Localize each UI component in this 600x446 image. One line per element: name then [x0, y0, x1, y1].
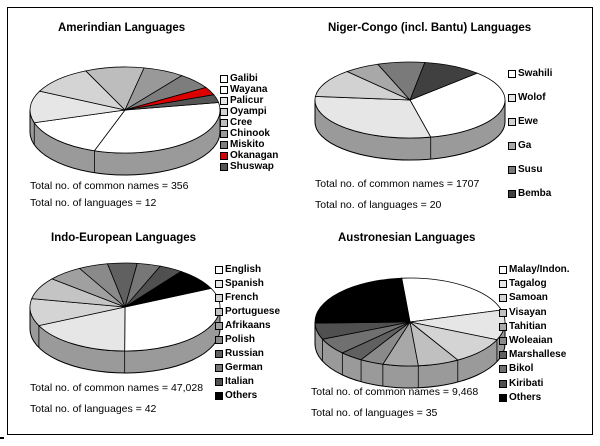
- legend-swatch: [215, 280, 223, 288]
- chart-title: Austronesian Languages: [338, 232, 476, 244]
- legend-swatch: [220, 130, 228, 138]
- legend-label: Others: [225, 390, 258, 401]
- legend-swatch: [215, 350, 223, 358]
- pie-slice-swahili: [409, 72, 506, 138]
- legend-label: Bemba: [518, 188, 552, 199]
- legend-label: Oyampi: [230, 106, 267, 117]
- legend-label: Russian: [225, 348, 264, 359]
- legend-label: Okanagan: [230, 150, 279, 161]
- legend-label: Cree: [230, 117, 253, 128]
- legend-label: Polish: [225, 334, 256, 345]
- legend-swatch: [499, 379, 507, 388]
- legend-label: German: [225, 362, 263, 373]
- legend-swatch: [215, 294, 223, 302]
- legend-swatch: [215, 308, 223, 316]
- legend-swatch: [508, 118, 516, 126]
- legend-swatch: [499, 266, 507, 274]
- legend-swatch: [499, 336, 507, 345]
- stat-languages: Total no. of languages = 35: [311, 407, 438, 419]
- legend-label: Kiribati: [509, 377, 544, 389]
- legend-swatch: [508, 190, 516, 198]
- legend-label: Others: [509, 391, 542, 403]
- pie-slice-malay-indon-: [401, 277, 503, 323]
- stat-common-names: Total no. of common names = 9,468: [311, 386, 479, 398]
- pie-slice-shuswap: [124, 94, 220, 111]
- legend-swatch: [215, 364, 223, 372]
- legend-swatch: [215, 322, 223, 330]
- figure-frame: [7, 7, 593, 435]
- legend-label: Palicur: [230, 95, 264, 106]
- legend-label: Woleaian: [509, 334, 553, 346]
- legend-label: Ewe: [518, 116, 539, 127]
- pie-slice-bemba: [409, 62, 479, 101]
- legend-swatch: [499, 308, 507, 317]
- pie-slice-galibi: [93, 102, 221, 154]
- legend-label: Portuguese: [225, 306, 281, 317]
- legend-label: English: [225, 264, 262, 275]
- legend-label: Malay/Indon.: [509, 264, 570, 275]
- legend-label: Afrikaans: [225, 320, 271, 331]
- pie-slice-wolof: [314, 96, 432, 139]
- legend-swatch: [220, 108, 228, 116]
- stat-languages: Total no. of languages = 42: [30, 403, 157, 415]
- pie-slice-wayana: [33, 109, 126, 152]
- legend-label: Tagalog: [509, 278, 547, 290]
- legend-swatch: [508, 142, 516, 150]
- stat-common-names: Total no. of common names = 1707: [315, 178, 480, 190]
- pie-slice-ewe: [314, 71, 411, 101]
- legend-label: Swahili: [518, 68, 553, 79]
- legend-label: Visayan: [509, 306, 547, 318]
- legend-swatch: [220, 86, 228, 94]
- legend-label: Shuswap: [230, 161, 274, 172]
- legend-label: French: [225, 292, 259, 303]
- legend-label: Samoan: [509, 292, 548, 304]
- chart-title: Niger-Congo (incl. Bantu) Languages: [328, 22, 532, 34]
- legend-label: Marshallese: [509, 349, 567, 361]
- legend-swatch: [508, 94, 516, 102]
- legend-label: Wayana: [230, 84, 268, 95]
- legend-label: Wolof: [518, 92, 546, 103]
- pie-slice-palicur: [29, 90, 126, 124]
- legend-swatch: [220, 152, 228, 160]
- stat-languages: Total no. of languages = 20: [315, 199, 442, 211]
- legend-swatch: [508, 166, 516, 174]
- legend-swatch: [220, 141, 228, 149]
- corner-mark: [0, 437, 4, 439]
- legend-swatch: [220, 97, 228, 105]
- pie-slice-others: [124, 271, 212, 308]
- chart-title: Indo-European Languages: [51, 232, 197, 244]
- stat-languages: Total no. of languages = 12: [30, 197, 157, 209]
- legend-swatch: [215, 266, 223, 274]
- legend-label: Galibi: [230, 73, 258, 84]
- legend-swatch: [499, 322, 507, 331]
- legend-swatch: [499, 351, 507, 360]
- legend-swatch: [499, 294, 507, 303]
- legend-label: Ga: [518, 140, 532, 151]
- legend-swatch: [215, 378, 223, 386]
- legend-swatch: [508, 70, 516, 78]
- legend-swatch: [220, 75, 228, 83]
- legend-label: Italian: [225, 376, 254, 387]
- legend-label: Susu: [518, 164, 543, 175]
- chart-title: Amerindian Languages: [58, 22, 186, 34]
- legend-swatch: [499, 365, 507, 374]
- legend-swatch: [220, 163, 228, 171]
- legend-label: Chinook: [230, 128, 270, 139]
- pie-slice-spanish: [38, 306, 126, 352]
- legend-label: Bikol: [509, 363, 534, 375]
- legend-swatch: [499, 280, 507, 289]
- stat-common-names: Total no. of common names = 356: [30, 180, 189, 192]
- legend-label: Tahitian: [509, 320, 547, 332]
- legend-swatch: [215, 392, 223, 400]
- pie-slice-others: [314, 277, 411, 324]
- legend-label: Spanish: [225, 278, 264, 289]
- legend-label: Miskito: [230, 139, 265, 150]
- stat-common-names: Total no. of common names = 47,028: [30, 382, 204, 394]
- legend-swatch: [220, 119, 228, 127]
- legend-swatch: [499, 393, 507, 402]
- legend-swatch: [215, 336, 223, 344]
- pie-slice-oyampi: [38, 70, 127, 111]
